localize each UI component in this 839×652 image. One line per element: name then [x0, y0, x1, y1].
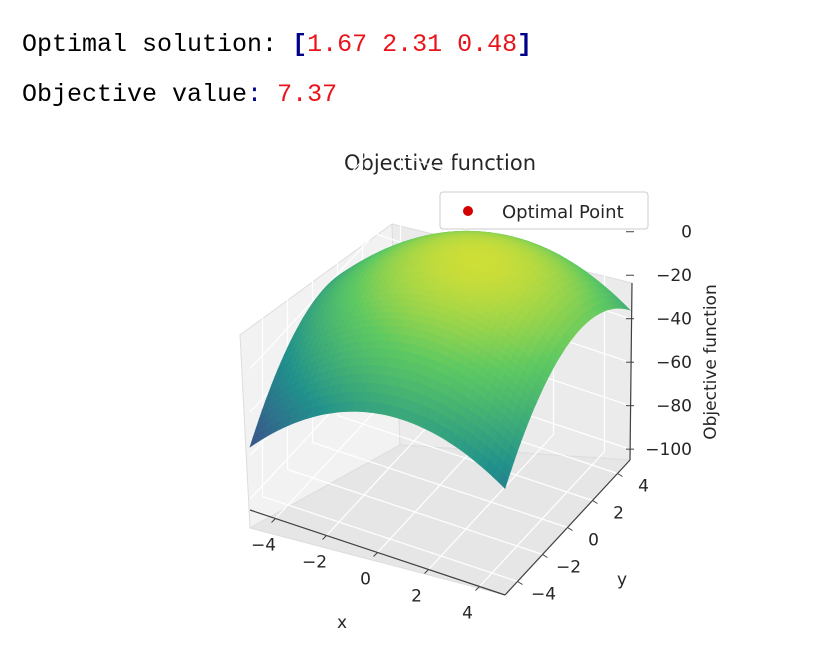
y-tick-mark	[567, 527, 573, 531]
y-tick-label: 2	[613, 504, 624, 524]
x-tick-mark	[322, 535, 327, 540]
z-tick-label: −20	[656, 266, 692, 286]
y-tick-mark	[542, 554, 548, 558]
y-tick-mark	[517, 581, 523, 585]
grid-floor-y-line	[312, 441, 568, 529]
x-tick-label: −4	[251, 536, 276, 556]
y-tick-label: 0	[588, 531, 599, 551]
z-tick-label: 0	[681, 223, 692, 243]
solution-output-line: Optimal solution: [1.67 2.31 0.48]	[22, 32, 532, 57]
legend-marker	[463, 206, 473, 216]
grid-floor-y-line	[287, 468, 543, 556]
x-axis-label: x	[337, 613, 347, 633]
x-tick-label: −2	[302, 553, 327, 573]
x-tick-mark	[424, 569, 429, 574]
objective-value: 7.37	[277, 80, 338, 109]
legend-box	[439, 191, 649, 230]
grid-floor-y-line	[337, 414, 593, 502]
legend-label-optimal-point: Optimal Point	[502, 202, 624, 223]
y-tick-mark	[617, 473, 623, 477]
y-ticks: −4−2 024	[517, 473, 649, 605]
z-tick-label: −80	[656, 397, 692, 417]
y-tick-label: −2	[556, 558, 581, 578]
x-tick-mark	[271, 518, 276, 523]
grid-z-line	[249, 189, 631, 326]
x-tick-mark	[475, 586, 480, 591]
surface-cell	[498, 471, 509, 490]
solution-close-bracket: ]	[517, 30, 533, 59]
x-ticks: −4 −2 0 2 4	[251, 518, 480, 624]
y-tick-mark	[592, 500, 598, 504]
legend: Optimal Point	[439, 191, 649, 230]
objective-colon: :	[247, 80, 263, 109]
z-tick-label: −100	[645, 440, 692, 460]
x-tick-label: 2	[411, 587, 422, 607]
solution-label: Optimal solution:	[22, 30, 278, 59]
solution-open-bracket: [	[292, 30, 308, 59]
x-tick-label: 0	[360, 570, 371, 590]
x-tick-label: 4	[462, 604, 473, 624]
y-tick-label: 4	[638, 477, 649, 497]
y-axis-label: y	[617, 570, 627, 590]
x-tick-mark	[373, 552, 378, 557]
z-axis-line	[629, 282, 633, 461]
grid-floor-y-line	[262, 495, 518, 583]
chart-title: Objective function	[344, 151, 536, 175]
z-tick-label: −60	[656, 353, 692, 373]
solution-values: 1.67 2.31 0.48	[307, 30, 518, 59]
z-tick-label: −40	[656, 310, 692, 330]
surface-mesh	[249, 230, 632, 490]
objective-output-line: Objective value: 7.37	[22, 82, 337, 107]
z-ticks: 0 −20 −40 −60 −80 −100	[626, 223, 692, 460]
objective-label: Objective value	[22, 80, 248, 109]
y-tick-label: −4	[531, 585, 556, 605]
z-axis-label: Objective function	[701, 284, 721, 439]
